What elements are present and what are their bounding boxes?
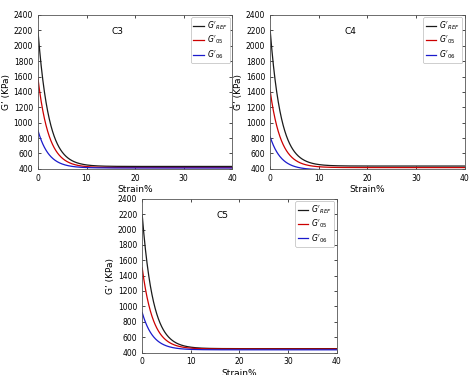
X-axis label: Strain%: Strain% <box>349 185 385 194</box>
Legend: $G'_{REF}$, $G'_{05}$, $G'_{06}$: $G'_{REF}$, $G'_{05}$, $G'_{06}$ <box>423 17 462 63</box>
X-axis label: Strain%: Strain% <box>117 185 153 194</box>
X-axis label: Strain%: Strain% <box>221 369 257 375</box>
Y-axis label: G’ (KPa): G’ (KPa) <box>234 74 243 110</box>
Y-axis label: G’ (KPa): G’ (KPa) <box>106 258 115 294</box>
Text: C5: C5 <box>216 211 228 220</box>
Text: C3: C3 <box>112 27 124 36</box>
Legend: $G'_{REF}$, $G'_{05}$, $G'_{06}$: $G'_{REF}$, $G'_{05}$, $G'_{06}$ <box>295 201 334 247</box>
Legend: $G'_{REF}$, $G'_{05}$, $G'_{06}$: $G'_{REF}$, $G'_{05}$, $G'_{06}$ <box>191 17 230 63</box>
Text: C4: C4 <box>344 27 356 36</box>
Y-axis label: G’ (KPa): G’ (KPa) <box>2 74 11 110</box>
